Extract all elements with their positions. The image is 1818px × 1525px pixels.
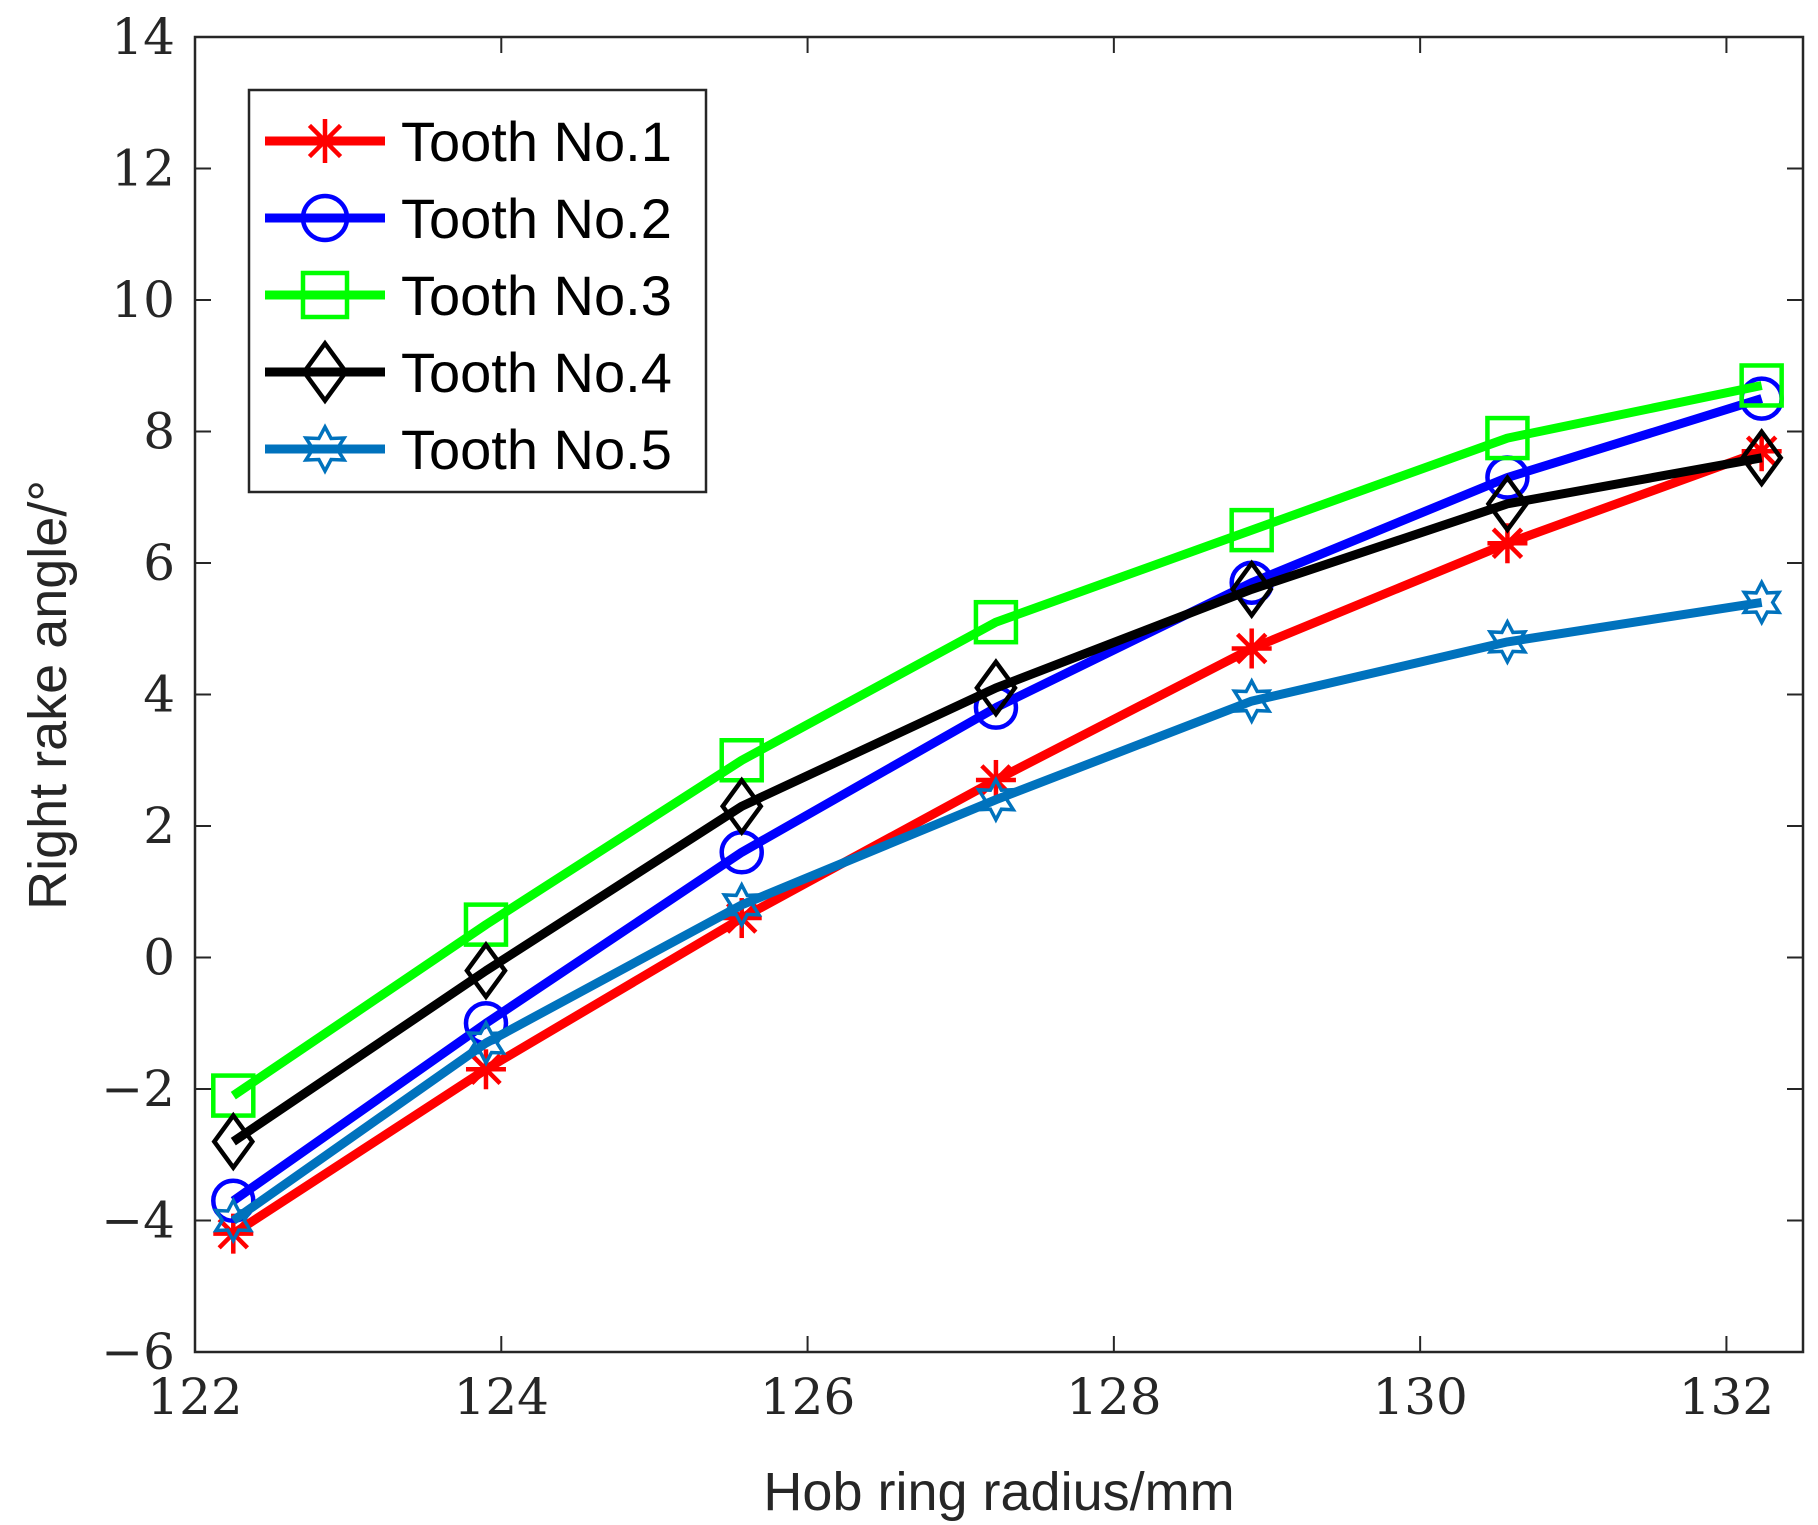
x-tick-label: 128 [1066, 1368, 1161, 1426]
marker-asterisk-stroke [725, 902, 758, 934]
data-point [211, 1178, 256, 1224]
data-point [1739, 427, 1784, 488]
marker-square [1739, 363, 1784, 408]
legend-entry: Tooth No.2 [265, 187, 672, 250]
series-line [230, 453, 1763, 1146]
marker-diamond [719, 776, 764, 837]
series-layer [211, 363, 1784, 1254]
data-point [212, 1196, 254, 1245]
marker-diamond [464, 940, 508, 1001]
legend-marker [300, 270, 350, 320]
legend-entry: Tooth No.5 [265, 418, 672, 481]
marker-hexagram [302, 423, 348, 475]
legend-label: Tooth No.3 [401, 264, 672, 327]
legend-label: Tooth No.4 [401, 341, 672, 404]
marker-hexagram [1231, 677, 1273, 725]
marker-hexagram [212, 1196, 254, 1245]
data-point [1487, 523, 1528, 564]
marker-square [973, 599, 1019, 645]
data-point [464, 940, 508, 1001]
data-point [975, 775, 1017, 824]
marker-asterisk-stroke [307, 123, 343, 159]
y-axis-title: Right rake angle/° [18, 480, 78, 910]
y-tick-label: 4 [143, 666, 175, 724]
data-point [1229, 559, 1274, 620]
x-tick-label: 122 [147, 1368, 242, 1426]
series-3 [211, 363, 1784, 1118]
data-point [719, 776, 764, 837]
data-point [973, 599, 1019, 645]
marker-diamond [1229, 559, 1274, 620]
marker-square [300, 270, 350, 320]
marker-asterisk-stroke [217, 1217, 250, 1250]
marker-hexagram [721, 881, 763, 929]
data-point [1486, 618, 1529, 666]
y-tick-label: −6 [101, 1323, 175, 1381]
y-tick-label: 6 [143, 534, 175, 592]
legend-marker [300, 193, 350, 243]
marker-hexagram [465, 1019, 507, 1067]
marker-square [1229, 507, 1274, 553]
y-tick-label: 0 [143, 929, 175, 987]
marker-diamond [211, 1111, 256, 1172]
series-line [230, 381, 1763, 1100]
marker-circle [300, 193, 350, 243]
legend-label: Tooth No.2 [401, 187, 672, 250]
data-point [721, 881, 763, 929]
marker-diamond [301, 339, 349, 405]
data-point [465, 1049, 506, 1090]
legend-marker [303, 119, 347, 163]
y-tick-label: 12 [111, 140, 175, 198]
x-tick-label: 126 [760, 1368, 855, 1426]
data-point [1485, 474, 1530, 534]
legend-entry: Tooth No.3 [265, 264, 672, 327]
axis-ticks: 122 124 126 128 130 132 −6 −4 −2 0 2 4 6 8 10 12 14 [101, 8, 1803, 1426]
marker-diamond [1485, 474, 1530, 534]
series-5 [212, 578, 1783, 1245]
series-line [230, 597, 1763, 1225]
marker-hexagram [975, 775, 1017, 824]
y-tick-label: 10 [111, 271, 175, 329]
series-4 [211, 427, 1784, 1172]
data-point [974, 658, 1018, 718]
legend-label: Tooth No.1 [401, 110, 672, 173]
x-axis-title: Hob ring radius/mm [763, 1462, 1234, 1522]
data-point [1739, 363, 1784, 408]
y-tick-label: 8 [143, 403, 175, 461]
data-point [465, 1019, 507, 1067]
marker-hexagram [1486, 618, 1529, 666]
marker-asterisk-stroke [1235, 632, 1268, 665]
marker-circle [211, 1178, 256, 1224]
data-point [1485, 415, 1530, 461]
x-tick-label: 132 [1679, 1368, 1774, 1426]
y-tick-label: −4 [101, 1192, 175, 1250]
marker-diamond [1739, 427, 1784, 488]
y-tick-label: −2 [101, 1060, 175, 1118]
data-point [1231, 677, 1273, 725]
legend-marker [301, 339, 349, 405]
legend: Tooth No.1 Tooth No.2 Tooth No.3 Tooth No.4… [247, 88, 708, 494]
data-point [1231, 628, 1272, 669]
data-point [211, 1111, 256, 1172]
marker-asterisk-stroke [470, 1053, 502, 1086]
y-tick-label: 14 [111, 8, 175, 66]
legend-marker [302, 423, 348, 475]
data-point [1229, 507, 1274, 553]
legend-entry: Tooth No.1 [265, 110, 672, 173]
legend-label: Tooth No.5 [401, 418, 672, 481]
x-tick-label: 124 [454, 1368, 549, 1426]
marker-square [1485, 415, 1530, 461]
y-tick-label: 2 [143, 797, 175, 855]
data-point [1741, 578, 1783, 627]
marker-asterisk-stroke [1491, 527, 1524, 560]
marker-diamond [974, 658, 1018, 718]
marker-hexagram [1741, 578, 1783, 627]
x-tick-label: 130 [1372, 1368, 1467, 1426]
legend-entry: Tooth No.4 [265, 339, 672, 405]
